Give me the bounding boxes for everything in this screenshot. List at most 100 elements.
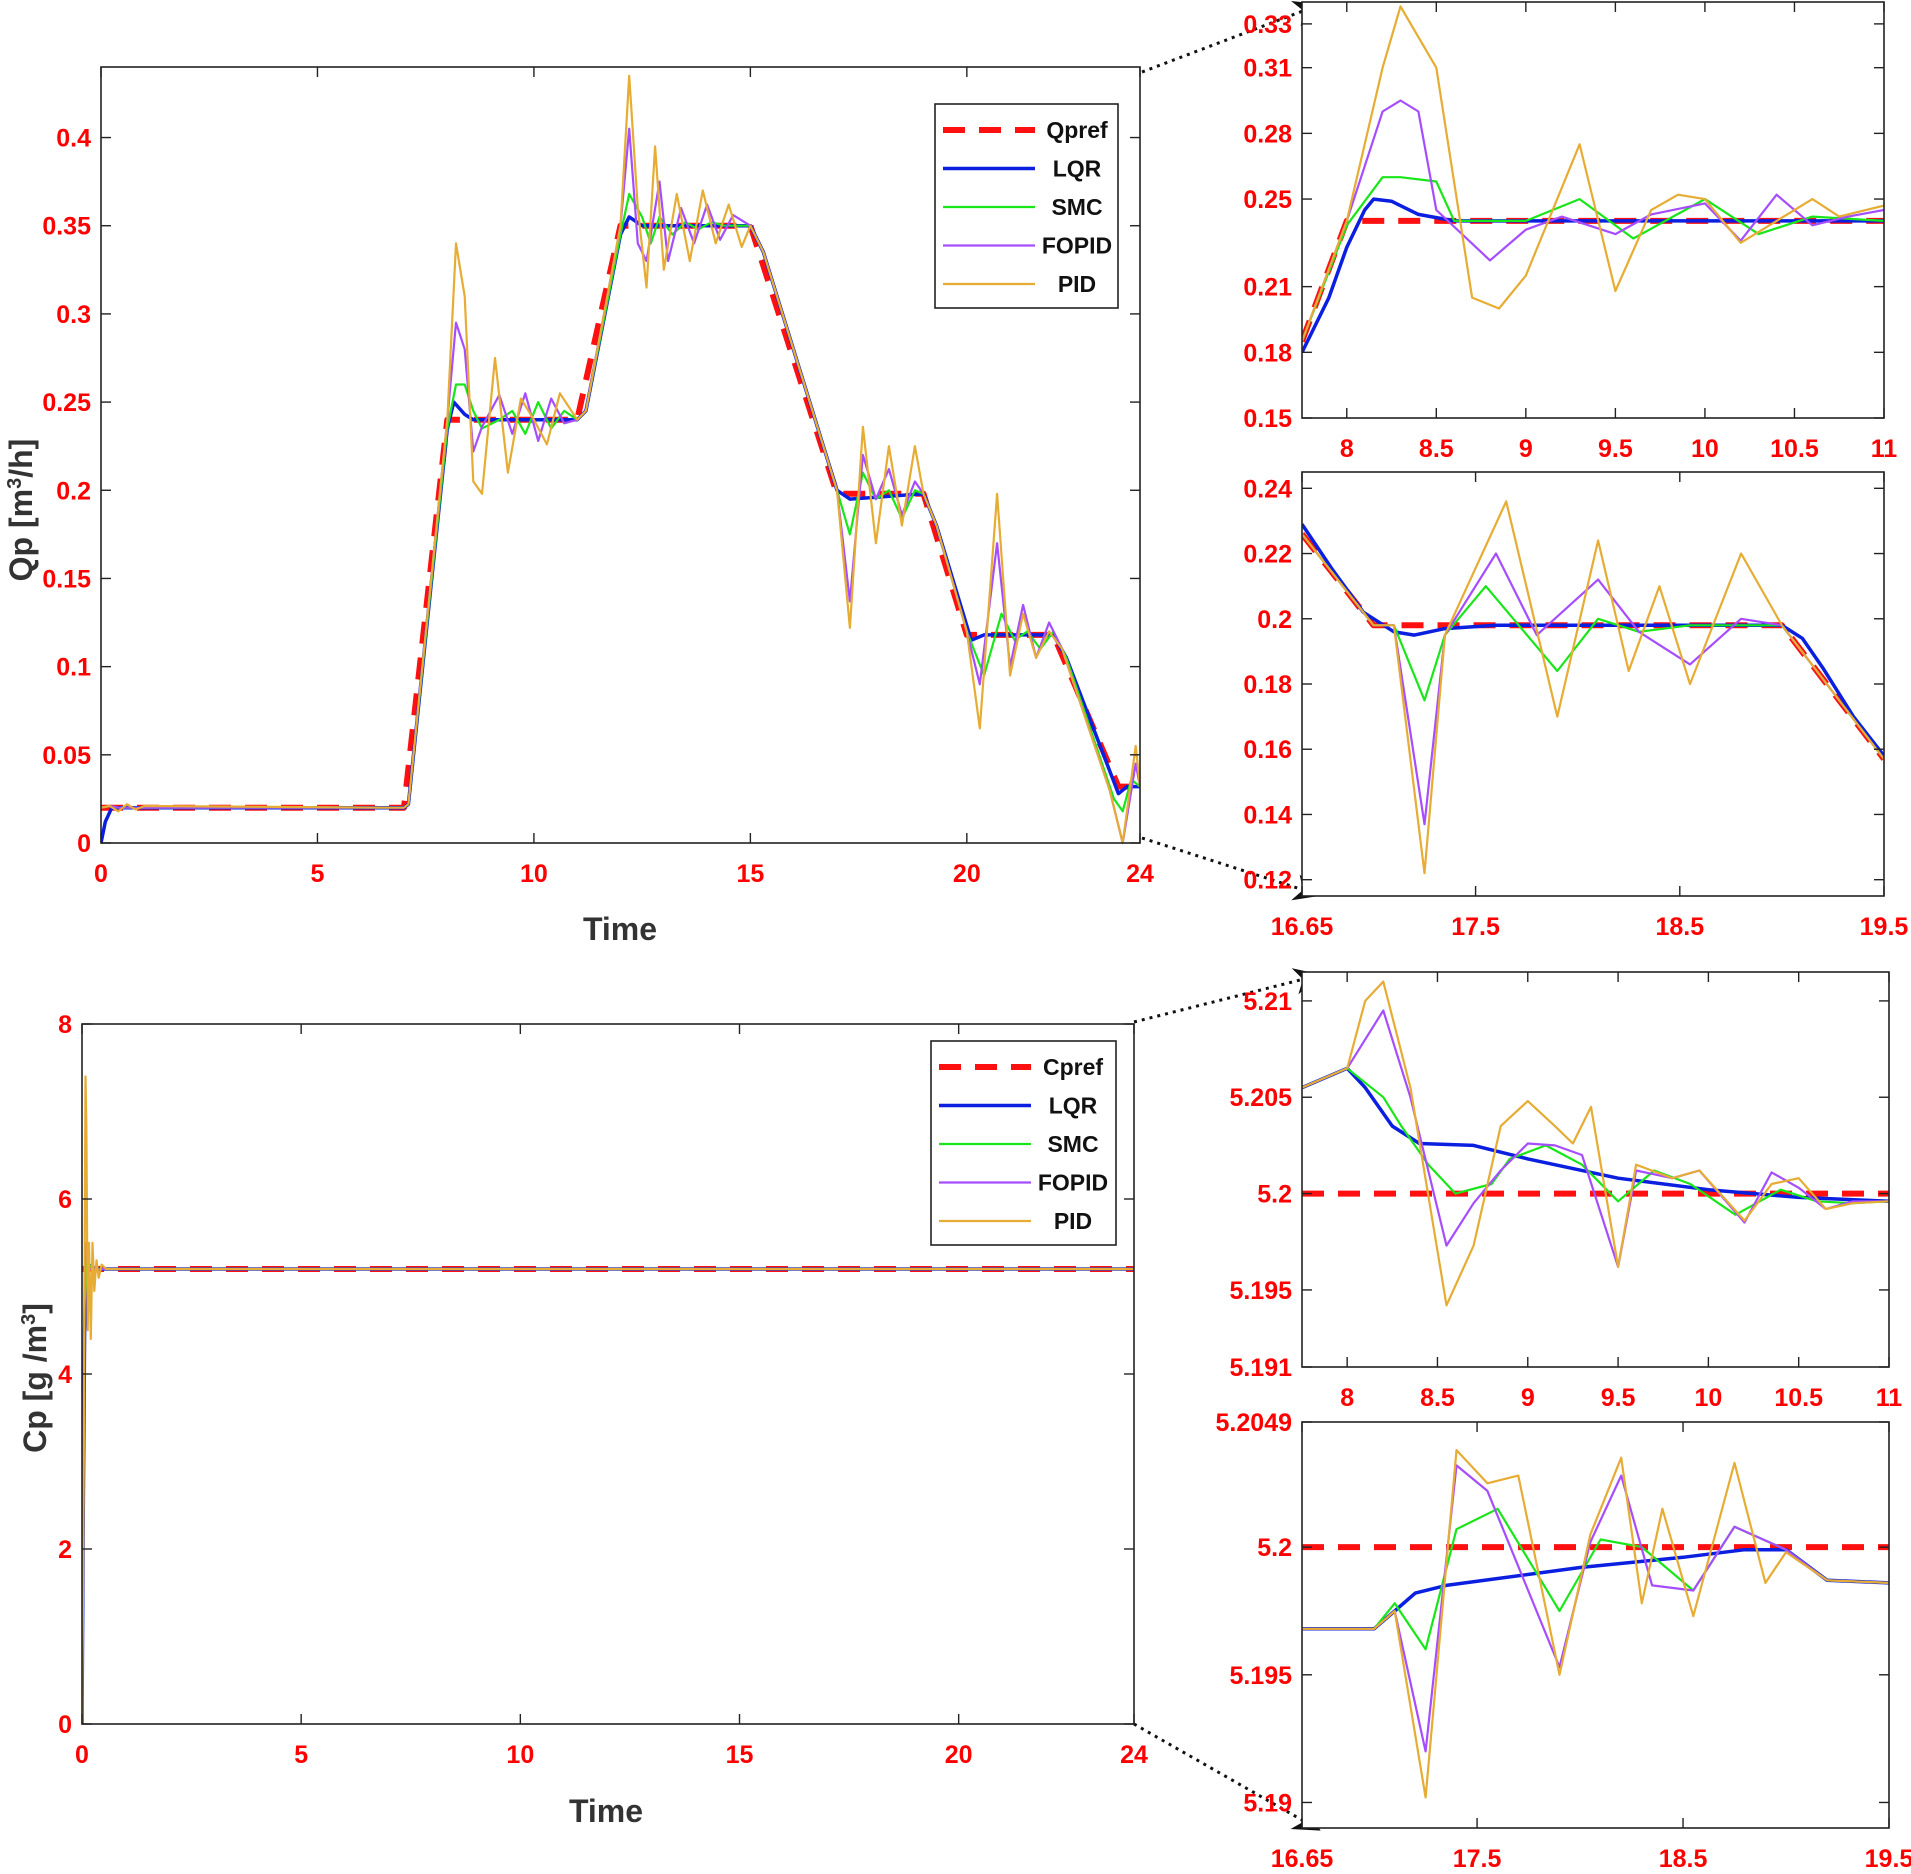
qp-main-ytick-label: 0.05 xyxy=(42,742,91,770)
cp-zoom1-chart: 8 8.5 9 9.5 10 10.5 11 5.191 5.195 5.2 5.205 5.21 xyxy=(1229,971,1902,1412)
qp-zoom1-xtick-label: 8.5 xyxy=(1419,435,1454,463)
qp-main-legend-label-fopid: FOPID xyxy=(1042,233,1112,259)
cp-main-ytick-label: 8 xyxy=(58,1011,72,1039)
qp-main-xtick-label: 10 xyxy=(520,860,548,888)
cp-zoom1-series-smc xyxy=(1302,1067,1889,1216)
qp-main-legend-label-qpref: Qpref xyxy=(1046,117,1108,143)
qp-main-ytick-label: 0 xyxy=(77,830,91,858)
cp-zoom2-xtick-label: 18.5 xyxy=(1659,1845,1708,1873)
cp-zoom2-series-fopid xyxy=(1302,1464,1889,1753)
qp-zoom2-ytick-label: 0.18 xyxy=(1243,671,1292,699)
qp-zoom2-ytick-label: 0.22 xyxy=(1243,541,1292,569)
cp-zoom1-series-group xyxy=(1302,980,1889,1307)
qp-main-legend-label-smc: SMC xyxy=(1051,194,1102,220)
qp-main-ytick-label: 0.35 xyxy=(42,213,91,241)
cp-zoom2-xtick-label: 19.5 xyxy=(1865,1845,1911,1873)
cp-main-ylabel: Cp [g /m3] xyxy=(17,1303,53,1453)
cp-main-ylabel-superscript: 3 xyxy=(18,1314,40,1325)
cp-zoom1-xtick-label: 9.5 xyxy=(1601,1384,1636,1412)
qp-main-legend-label-lqr: LQR xyxy=(1053,156,1102,182)
qp-main-series-pid xyxy=(101,74,1140,845)
qp-main-ylabel-superscript: 3 xyxy=(4,478,26,489)
cp-main-legend-label-fopid: FOPID xyxy=(1038,1170,1108,1196)
cp-main-ytick-label: 2 xyxy=(58,1536,72,1564)
qp-zoom1-xtick-label: 8 xyxy=(1340,435,1354,463)
qp-connector-bottom xyxy=(1141,836,1322,901)
qp-main-xlabel: Time xyxy=(583,911,657,947)
qp-main-legend: Qpref LQR SMC FOPID PID xyxy=(934,103,1119,309)
qp-zoom2-ytick-label: 0.24 xyxy=(1243,475,1292,503)
cp-zoom1-ytick-label: 5.205 xyxy=(1229,1084,1292,1112)
qp-main-chart: 0 5 10 15 20 2400.050.10.150.20.250.30.350.4 … xyxy=(3,66,1154,947)
cp-zoom1-ytick-label: 5.191 xyxy=(1229,1354,1292,1382)
cp-main-legend-label-smc: SMC xyxy=(1047,1131,1098,1157)
qp-zoom1-ytick-label: 0.33 xyxy=(1243,11,1292,39)
cp-main-legend-label-pid: PID xyxy=(1054,1208,1092,1234)
cp-zoom1-series-lqr xyxy=(1302,1066,1889,1204)
cp-main-xtick-label: 24 xyxy=(1120,1741,1148,1769)
qp-zoom1-xtick-label: 9 xyxy=(1519,435,1533,463)
cp-main-ylabel-end: ] xyxy=(17,1303,53,1314)
qp-zoom1-ytick-label: 0.25 xyxy=(1243,186,1292,214)
cp-zoom1-axes-frame xyxy=(1301,971,1890,1368)
cp-zoom1-xtick-label: 10.5 xyxy=(1774,1384,1823,1412)
qp-zoom2-series-group xyxy=(1302,500,1884,875)
cp-zoom2-plot-area: 16.65 17.5 18.5 19.5 5.19 5.195 5.2 5.2049 xyxy=(1216,1409,1911,1873)
cp-zoom1-plot-area: 8 8.5 9 9.5 10 10.5 11 5.191 5.195 5.2 5.205 5.21 xyxy=(1229,971,1902,1412)
qp-zoom1-ytick-label: 0.28 xyxy=(1243,120,1292,148)
qp-main-ytick-label: 0.2 xyxy=(56,477,91,505)
cp-zoom2-ytick-label: 5.2 xyxy=(1257,1534,1292,1562)
cp-zoom1-xtick-label: 9 xyxy=(1521,1384,1535,1412)
cp-zoom1-ytick-label: 5.21 xyxy=(1243,988,1292,1016)
qp-main-xtick-label: 0 xyxy=(94,860,108,888)
cp-zoom2-plot-background xyxy=(1302,1422,1889,1828)
qp-zoom1-plot-area: 8 8.5 9 9.5 10 10.5 11 0.15 0.18 0.21 0.25 0.28 0.31… xyxy=(1243,1,1898,463)
qp-zoom1-xtick-label: 10.5 xyxy=(1770,435,1819,463)
qp-zoom1-series-pid xyxy=(1302,5,1884,342)
cp-zoom1-ytick-label: 5.195 xyxy=(1229,1277,1292,1305)
qp-zoom2-xtick-label: 19.5 xyxy=(1860,913,1909,941)
cp-main-xtick-label: 15 xyxy=(726,1741,754,1769)
cp-main-legend: Cpref LQR SMC FOPID PID xyxy=(930,1040,1117,1246)
cp-main-xtick-label: 0 xyxy=(75,1741,89,1769)
qp-main-ylabel-text: Qp [m xyxy=(3,489,39,581)
cp-zoom1-series-fopid xyxy=(1302,1009,1889,1268)
qp-zoom2-ytick-label: 0.16 xyxy=(1243,736,1292,764)
qp-zoom1-ytick-label: 0.15 xyxy=(1243,405,1292,433)
qp-zoom1-axes-frame xyxy=(1301,1,1885,419)
cp-zoom2-xtick-label: 16.65 xyxy=(1271,1845,1334,1873)
qp-zoom1-xtick-label: 9.5 xyxy=(1598,435,1633,463)
qp-main-ylabel-end: /h] xyxy=(3,439,39,478)
qp-zoom1-xtick-label: 11 xyxy=(1871,435,1898,463)
cp-main-xtick-label: 10 xyxy=(506,1741,534,1769)
qp-zoom1-chart: 8 8.5 9 9.5 10 10.5 11 0.15 0.18 0.21 0.25 0.28 0.31… xyxy=(1243,1,1898,463)
cp-main-ylabel-text: Cp [g /m xyxy=(17,1325,53,1453)
qp-zoom1-ytick-label: 0.21 xyxy=(1243,274,1292,302)
cp-zoom2-xtick-label: 17.5 xyxy=(1453,1845,1502,1873)
qp-zoom2-xtick-label: 16.65 xyxy=(1271,913,1334,941)
cp-main-xlabel: Time xyxy=(569,1793,643,1829)
cp-zoom1-plot-background xyxy=(1302,972,1889,1367)
qp-main-ylabel: Qp [m3/h] xyxy=(3,439,39,582)
cp-zoom2-axes-frame xyxy=(1301,1421,1890,1829)
qp-main-legend-label-pid: PID xyxy=(1058,271,1096,297)
qp-zoom2-plot-background xyxy=(1302,472,1884,896)
qp-zoom1-xtick-label: 10 xyxy=(1691,435,1719,463)
qp-zoom1-ytick-label: 0.31 xyxy=(1243,55,1292,83)
cp-main-ytick-label: 0 xyxy=(58,1711,72,1739)
qp-zoom1-series-smc xyxy=(1302,176,1884,342)
qp-main-series-group xyxy=(101,74,1140,845)
qp-main-xtick-label: 5 xyxy=(311,860,325,888)
qp-main-xtick-label: 15 xyxy=(736,860,764,888)
cp-main-legend-label-lqr: LQR xyxy=(1049,1093,1098,1119)
qp-main-ytick-label: 0.4 xyxy=(56,125,91,153)
cp-main-ytick-label: 6 xyxy=(58,1186,72,1214)
cp-zoom2-ytick-label: 5.2049 xyxy=(1216,1409,1292,1437)
qp-zoom2-chart: 16.65 17.5 18.5 19.5 0.12 0.14 0.16 0.18 0.2 0.22… xyxy=(1243,471,1909,941)
cp-zoom1-series-pid xyxy=(1302,980,1889,1307)
cp-connector-bottom xyxy=(1133,1722,1321,1831)
cp-zoom2-ytick-label: 5.19 xyxy=(1243,1789,1292,1817)
qp-zoom2-xtick-label: 18.5 xyxy=(1655,913,1704,941)
cp-zoom2-series-group xyxy=(1302,1449,1889,1799)
